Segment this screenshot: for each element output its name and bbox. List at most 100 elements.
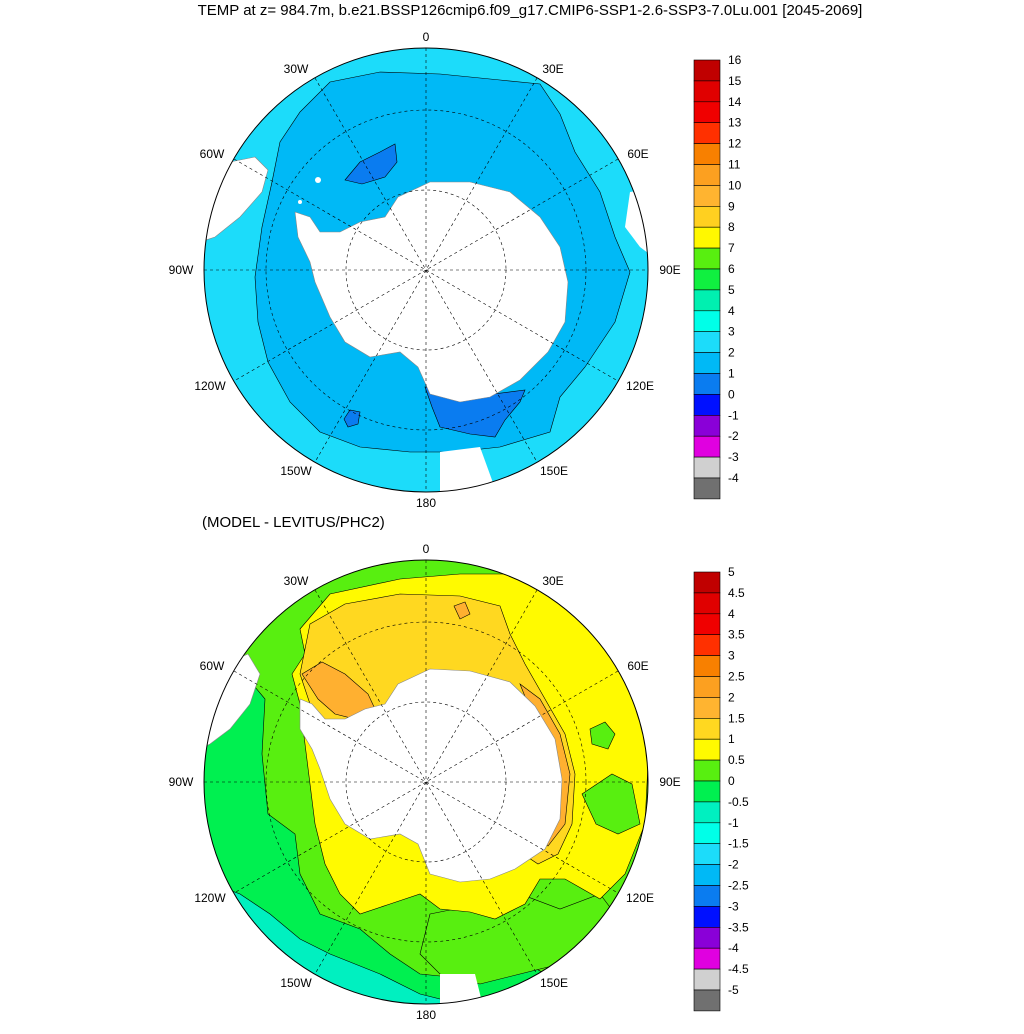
graticule xyxy=(204,48,648,492)
temperature-colorbar-label: -4 xyxy=(728,471,739,485)
temperature-colorbar-swatch xyxy=(693,456,721,479)
temperature-colorbar-swatch xyxy=(693,143,721,165)
temperature-colorbar-swatch xyxy=(693,122,721,144)
lon-label-30w: 30W xyxy=(284,574,309,588)
lon-label-180: 180 xyxy=(416,496,436,510)
lon-label-60w: 60W xyxy=(200,659,225,673)
lon-label-0: 0 xyxy=(423,30,430,44)
temperature-colorbar-swatch xyxy=(693,435,721,458)
difference-colorbar-label: 1.5 xyxy=(728,711,745,725)
difference-colorbar-label: -5 xyxy=(728,983,739,997)
difference-colorbar-label: -3 xyxy=(728,899,739,913)
lon-label-60e: 60E xyxy=(627,659,648,673)
lon-label-180: 180 xyxy=(416,1008,436,1022)
temperature-colorbar-label: -2 xyxy=(728,429,739,443)
lon-label-150e: 150E xyxy=(540,976,568,990)
difference-colorbar-label: -3.5 xyxy=(728,920,749,934)
difference-colorbar-swatch xyxy=(693,822,721,844)
lon-label-120w: 120W xyxy=(194,891,226,905)
bottom-land-north xyxy=(440,974,485,1004)
difference-colorbar-swatch xyxy=(693,571,721,594)
map-boundary xyxy=(203,47,649,493)
difference-colorbar-swatch xyxy=(693,655,721,677)
difference-colorbar-label: 5 xyxy=(728,565,735,579)
model-temperature-field xyxy=(204,48,648,492)
difference-colorbar-label: 3 xyxy=(728,649,735,663)
difference-colorbar: 5 4.5 4 3.5 3 2.5 2 1.5 1 0.5 0 -0.5 -1 -1.5 -2 -2.5 -3 -… xyxy=(693,565,749,1012)
difference-colorbar-label: 0.5 xyxy=(728,753,745,767)
antarctica-landmass-bottom xyxy=(299,668,563,883)
difference-colorbar-swatch xyxy=(693,759,721,782)
temperature-colorbar-label: 4 xyxy=(728,304,735,318)
difference-colorbar-swatch xyxy=(693,864,721,886)
temperature-colorbar-swatch xyxy=(693,101,721,124)
diff-band-2-2.5-small xyxy=(453,601,471,620)
difference-colorbar-swatch xyxy=(693,613,721,636)
antarctica-landmass xyxy=(294,181,569,403)
temperature-colorbar-swatch xyxy=(693,164,721,186)
longitude-labels: 0 30E 60E 90E 120E 150E 180 150W 120W 90… xyxy=(169,30,681,510)
temperature-colorbar-label: 12 xyxy=(728,137,742,151)
top-land-east xyxy=(625,187,648,262)
model-temperature-map: 0 30E 60E 90E 120E 150E 180 150W 120W 90… xyxy=(169,30,742,510)
difference-colorbar-label: -2.5 xyxy=(728,879,749,893)
temperature-colorbar-swatch xyxy=(693,414,721,437)
temperature-colorbar-label: -3 xyxy=(728,450,739,464)
difference-colorbar-label: -2 xyxy=(728,858,739,872)
difference-colorbar-swatch xyxy=(693,801,721,824)
difference-colorbar-swatch xyxy=(693,738,721,761)
difference-colorbar-swatch xyxy=(693,718,721,740)
temperature-colorbar-swatch xyxy=(693,477,721,500)
temperature-colorbar-label: 2 xyxy=(728,346,735,360)
difference-colorbar-swatch xyxy=(693,780,721,803)
lon-label-90e: 90E xyxy=(659,263,680,277)
difference-colorbar-label: -1 xyxy=(728,816,739,830)
difference-colorbar-label: -1.5 xyxy=(728,837,749,851)
difference-colorbar-swatch xyxy=(693,885,721,907)
lon-label-90w: 90W xyxy=(169,775,194,789)
difference-colorbar-label: -4 xyxy=(728,941,739,955)
lon-label-120e: 120E xyxy=(626,379,654,393)
diff-green-patch-east-2 xyxy=(581,773,641,835)
temperature-colorbar-swatch xyxy=(693,394,721,416)
temperature-colorbar-swatch xyxy=(693,59,721,82)
difference-colorbar-label: 0 xyxy=(728,774,735,788)
temperature-colorbar-label: -1 xyxy=(728,408,739,422)
temperature-colorbar-label: 1 xyxy=(728,367,735,381)
difference-colorbar-label: 1 xyxy=(728,732,735,746)
difference-colorbar-swatch xyxy=(693,906,721,928)
temperature-colorbar-label: 14 xyxy=(728,95,742,109)
longitude-labels-bottom: 0 30E 60E 90E 120E 150E 180 150W 120W 90… xyxy=(169,542,681,1022)
difference-colorbar-swatch xyxy=(693,634,721,656)
lon-label-90w: 90W xyxy=(169,263,194,277)
temperature-colorbar-swatch xyxy=(693,206,721,228)
temperature-colorbar-swatch xyxy=(693,331,721,353)
temperature-colorbar-label: 7 xyxy=(728,241,735,255)
lon-label-30e: 30E xyxy=(542,62,563,76)
lon-label-120e: 120E xyxy=(626,891,654,905)
figure-title: TEMP at z= 984.7m, b.e21.BSSP126cmip6.f0… xyxy=(197,2,863,19)
lon-label-0: 0 xyxy=(423,542,430,556)
temperature-colorbar-label: 0 xyxy=(728,387,735,401)
temperature-colorbar-label: 8 xyxy=(728,220,735,234)
temperature-colorbar-label: 6 xyxy=(728,262,735,276)
temperature-colorbar-label: 16 xyxy=(728,53,742,67)
lon-label-90e: 90E xyxy=(659,775,680,789)
graticule-bottom xyxy=(204,560,648,1004)
temperature-colorbar-label: 9 xyxy=(728,199,735,213)
temperature-colorbar-label: 11 xyxy=(728,158,741,172)
difference-colorbar-swatch xyxy=(693,947,721,970)
difference-colorbar-label: 2 xyxy=(728,690,735,704)
lon-label-30w: 30W xyxy=(284,62,309,76)
temperature-colorbar-label: 3 xyxy=(728,325,735,339)
diff-green-patch-east-1 xyxy=(589,721,616,750)
temperature-colorbar-swatch xyxy=(693,289,721,312)
difference-colorbar-label: 4.5 xyxy=(728,586,745,600)
lon-label-60w: 60W xyxy=(200,147,225,161)
temperature-colorbar-label: 5 xyxy=(728,283,735,297)
lon-label-120w: 120W xyxy=(194,379,226,393)
difference-colorbar-swatch xyxy=(693,843,721,865)
difference-field xyxy=(204,560,648,1004)
temperature-colorbar-swatch xyxy=(693,352,721,374)
